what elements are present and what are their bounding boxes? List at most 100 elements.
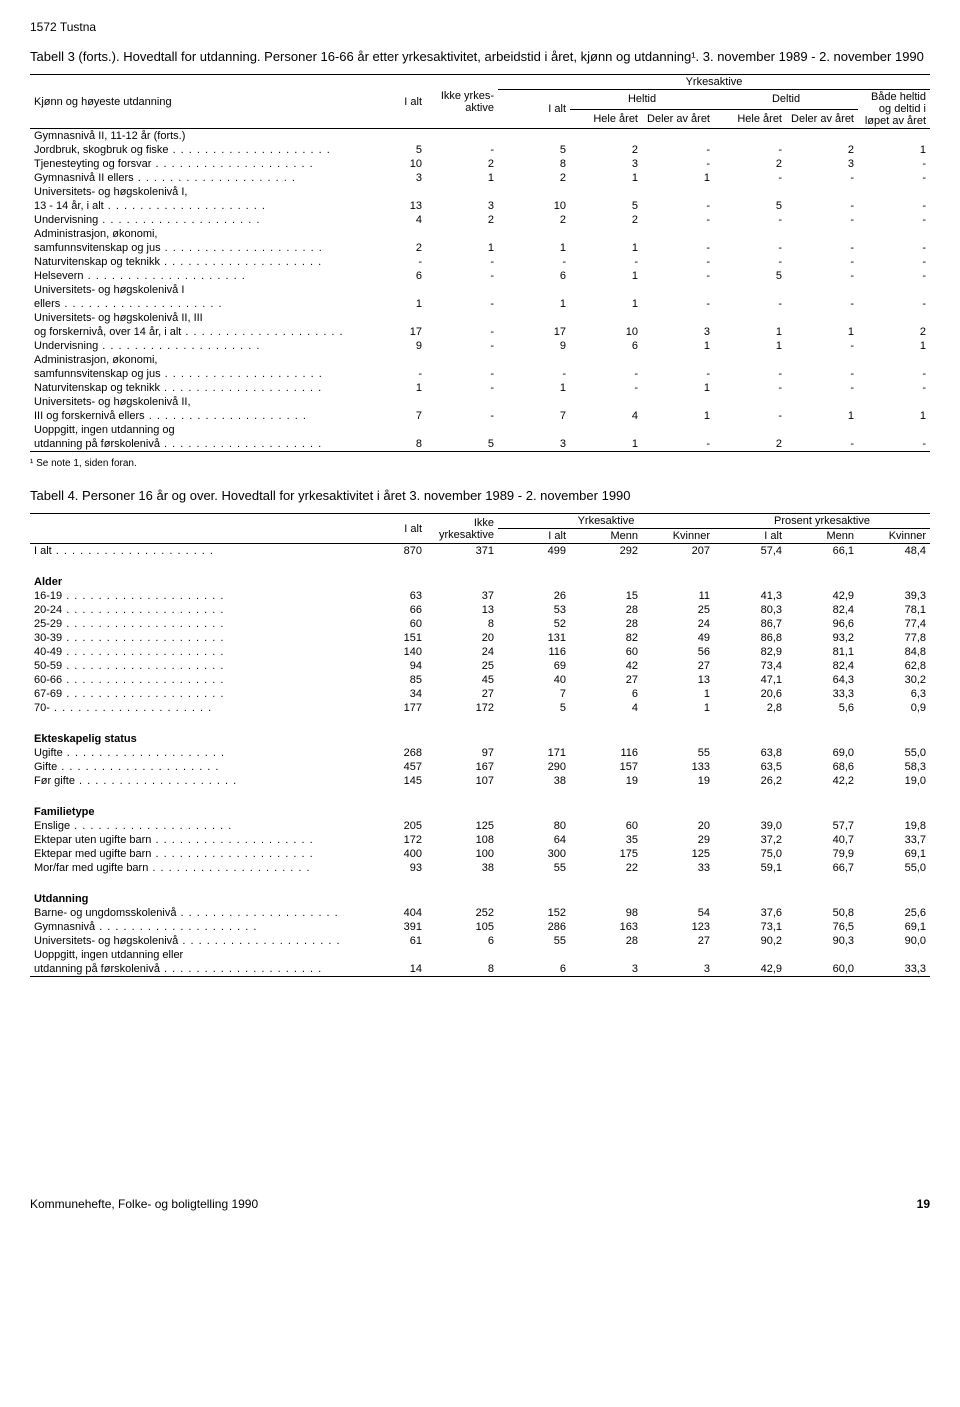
cell: 55,0 xyxy=(858,746,930,760)
table-row: Enslige20512580602039,057,719,8 xyxy=(30,819,930,833)
t4-h-menn-a: Menn xyxy=(570,529,642,544)
cell: 41,3 xyxy=(714,589,786,603)
cell: 300 xyxy=(498,847,570,861)
section-heading: Alder xyxy=(30,568,930,589)
cell: 17 xyxy=(358,325,426,339)
table-row: utdanning på førskolenivå8531-2-- xyxy=(30,437,930,452)
cell: 5 xyxy=(498,701,570,715)
table-row: Gymnasnivå II ellers31211--- xyxy=(30,171,930,185)
cell: 870 xyxy=(358,544,426,559)
cell: 84,8 xyxy=(858,645,930,659)
cell: 76,5 xyxy=(786,920,858,934)
row-label: Helsevern xyxy=(30,269,358,283)
cell: 93,2 xyxy=(786,631,858,645)
row-label: 67-69 xyxy=(30,687,358,701)
cell: 55 xyxy=(498,934,570,948)
cell xyxy=(642,185,714,199)
cell: 55 xyxy=(498,861,570,875)
table-row: III og forskernivå ellers7-741-11 xyxy=(30,409,930,423)
cell xyxy=(858,948,930,962)
cell: 207 xyxy=(642,544,714,559)
cell xyxy=(426,283,498,297)
cell: 400 xyxy=(358,847,426,861)
t4-h-ialt2a: I alt xyxy=(498,529,570,544)
cell xyxy=(498,353,570,367)
cell: 45 xyxy=(426,673,498,687)
cell: - xyxy=(570,367,642,381)
row-label: ellers xyxy=(30,297,358,311)
cell: 6,3 xyxy=(858,687,930,701)
cell xyxy=(426,311,498,325)
cell: 116 xyxy=(570,746,642,760)
cell: 7 xyxy=(498,409,570,423)
cell: 25 xyxy=(642,603,714,617)
cell: 1 xyxy=(570,269,642,283)
cell: 151 xyxy=(358,631,426,645)
cell: - xyxy=(426,255,498,269)
cell: - xyxy=(714,367,786,381)
table-row: 20-24661353282580,382,478,1 xyxy=(30,603,930,617)
cell: 98 xyxy=(570,906,642,920)
cell: 79,9 xyxy=(786,847,858,861)
cell: 4 xyxy=(570,701,642,715)
table-row: Undervisning4222---- xyxy=(30,213,930,227)
cell: 2 xyxy=(426,213,498,227)
table4: I alt Ikke yrkesaktive Yrkesaktive Prose… xyxy=(30,513,930,977)
cell: 13 xyxy=(642,673,714,687)
table-row: 16-19633726151141,342,939,3 xyxy=(30,589,930,603)
cell: - xyxy=(858,367,930,381)
cell: 5 xyxy=(426,437,498,452)
cell: 5 xyxy=(358,143,426,157)
t3-h-hele1: Hele året xyxy=(570,109,642,129)
t4-h-prosent: Prosent yrkesaktive xyxy=(714,514,930,529)
cell xyxy=(786,227,858,241)
cell: 1 xyxy=(358,381,426,395)
cell: 78,1 xyxy=(858,603,930,617)
cell: - xyxy=(786,339,858,353)
cell: 53 xyxy=(498,603,570,617)
cell xyxy=(714,353,786,367)
cell: 40 xyxy=(498,673,570,687)
cell xyxy=(858,283,930,297)
cell: 82,9 xyxy=(714,645,786,659)
cell xyxy=(498,283,570,297)
section-heading: Utdanning xyxy=(30,885,930,906)
cell: - xyxy=(570,381,642,395)
cell: 3 xyxy=(642,325,714,339)
cell: - xyxy=(786,171,858,185)
cell: 34 xyxy=(358,687,426,701)
t4-h-ialt2b: I alt xyxy=(714,529,786,544)
cell: 7 xyxy=(358,409,426,423)
cell: 69,1 xyxy=(858,847,930,861)
row-label: Naturvitenskap og teknikk xyxy=(30,255,358,269)
cell: 131 xyxy=(498,631,570,645)
table-row: Universitets- og høgskolenivå II, xyxy=(30,395,930,409)
cell xyxy=(714,395,786,409)
row-label: III og forskernivå ellers xyxy=(30,409,358,423)
cell xyxy=(358,227,426,241)
cell: - xyxy=(642,241,714,255)
cell: 69,1 xyxy=(858,920,930,934)
table-row: 30-3915120131824986,893,277,8 xyxy=(30,631,930,645)
table-row: Gymnasnivå II, 11-12 år (forts.) xyxy=(30,129,930,144)
cell: 19,8 xyxy=(858,819,930,833)
section-heading: Ekteskapelig status xyxy=(30,725,930,746)
table-row: ellers1-11---- xyxy=(30,297,930,311)
cell: 9 xyxy=(498,339,570,353)
cell: 75,0 xyxy=(714,847,786,861)
cell: - xyxy=(642,297,714,311)
row-label: og forskernivå, over 14 år, i alt xyxy=(30,325,358,339)
cell xyxy=(642,227,714,241)
cell: 66 xyxy=(358,603,426,617)
cell: 10 xyxy=(570,325,642,339)
cell xyxy=(426,227,498,241)
table-row: samfunnsvitenskap og jus-------- xyxy=(30,367,930,381)
cell: 1 xyxy=(426,241,498,255)
cell: 63,8 xyxy=(714,746,786,760)
row-label: Gymnasnivå II ellers xyxy=(30,171,358,185)
table-row: Universitets- og høgskolenivå I, xyxy=(30,185,930,199)
t4-h-kvinner-b: Kvinner xyxy=(858,529,930,544)
page-footer: Kommunehefte, Folke- og boligtelling 199… xyxy=(30,1197,930,1211)
cell: 24 xyxy=(642,617,714,631)
cell: 63 xyxy=(358,589,426,603)
